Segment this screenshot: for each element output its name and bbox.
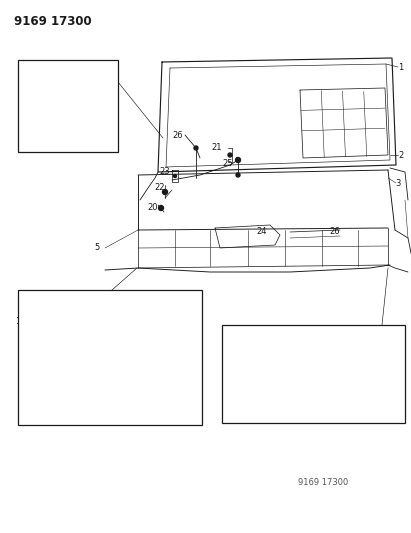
Text: 5: 5 <box>95 244 100 253</box>
Text: 26: 26 <box>330 228 340 237</box>
Text: 18: 18 <box>85 127 96 136</box>
Text: 9169 17300: 9169 17300 <box>14 15 92 28</box>
Text: 28: 28 <box>363 408 373 416</box>
Circle shape <box>228 153 232 157</box>
Circle shape <box>377 354 379 356</box>
Text: 4: 4 <box>232 389 237 398</box>
Text: 2: 2 <box>398 150 403 159</box>
Text: 8: 8 <box>297 406 302 415</box>
Text: 21: 21 <box>212 143 222 152</box>
Circle shape <box>236 157 240 163</box>
Text: 10: 10 <box>27 403 37 413</box>
Text: 26: 26 <box>172 131 183 140</box>
Text: 3: 3 <box>395 179 400 188</box>
Text: 15: 15 <box>115 400 125 409</box>
Circle shape <box>162 190 168 195</box>
Text: 27: 27 <box>143 401 153 410</box>
Text: 23: 23 <box>159 167 170 176</box>
Text: 1: 1 <box>398 62 403 71</box>
Text: 16: 16 <box>120 333 131 342</box>
Text: 19: 19 <box>43 135 53 144</box>
Text: 12: 12 <box>52 377 62 386</box>
Text: 6: 6 <box>230 353 235 362</box>
Bar <box>18 60 118 152</box>
Text: 24: 24 <box>257 228 267 237</box>
Circle shape <box>125 343 131 348</box>
Bar <box>18 290 202 425</box>
Text: 11: 11 <box>16 318 26 327</box>
Text: 9: 9 <box>375 343 380 351</box>
Text: 14: 14 <box>102 295 112 304</box>
Text: 9169 17300: 9169 17300 <box>298 478 348 487</box>
Text: 10: 10 <box>172 381 182 390</box>
Circle shape <box>236 173 240 177</box>
Circle shape <box>159 206 164 211</box>
Text: 1: 1 <box>97 70 102 79</box>
Text: 17: 17 <box>25 108 36 117</box>
Text: 20: 20 <box>148 204 158 213</box>
Text: 10: 10 <box>30 332 40 341</box>
Text: 22: 22 <box>155 183 165 192</box>
Bar <box>222 325 405 423</box>
Text: 1: 1 <box>260 330 265 340</box>
Circle shape <box>194 146 198 150</box>
Circle shape <box>173 174 176 177</box>
Text: 13: 13 <box>88 361 99 370</box>
Text: 25: 25 <box>222 159 233 168</box>
Circle shape <box>109 309 115 315</box>
Text: 7: 7 <box>334 335 339 344</box>
